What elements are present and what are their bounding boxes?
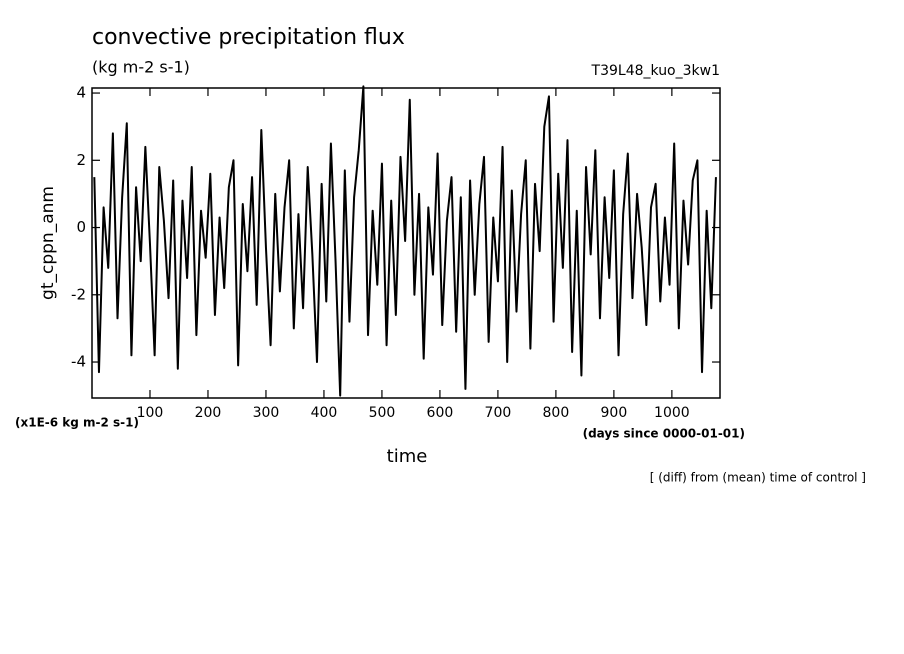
y-tick-label: 2 <box>76 151 86 169</box>
y-tick-label: 0 <box>76 218 86 236</box>
data-line <box>93 85 717 397</box>
x-axis-label: time <box>387 446 428 467</box>
x-tick-label: 500 <box>369 405 396 421</box>
y-tick-label: -4 <box>71 353 86 371</box>
y-tick-label: -2 <box>71 285 86 303</box>
x-tick-label: 600 <box>427 405 454 421</box>
x-tick-label: 100 <box>137 405 164 421</box>
experiment-label: T39L48_kuo_3kw1 <box>591 63 720 79</box>
subtitle: (kg m-2 s-1) <box>92 58 190 77</box>
note: [ (diff) from (mean) time of control ] <box>650 471 866 485</box>
x-tick-label: 300 <box>253 405 280 421</box>
y-axis-label: gt_cppn_anm <box>38 186 58 300</box>
x-units: (days since 0000-01-01) <box>583 427 745 441</box>
x-tick-label: 200 <box>195 405 222 421</box>
y-tick-label: 4 <box>76 84 86 102</box>
chart-title: convective precipitation flux <box>92 25 405 50</box>
x-tick-label: 800 <box>543 405 570 421</box>
x-tick-label: 400 <box>311 405 338 421</box>
y-units: (x1E-6 kg m-2 s-1) <box>15 416 139 430</box>
x-tick-label: 700 <box>485 405 512 421</box>
plot-frame <box>91 87 721 399</box>
x-tick-label: 900 <box>601 405 628 421</box>
x-tick-label: 1000 <box>654 405 690 421</box>
